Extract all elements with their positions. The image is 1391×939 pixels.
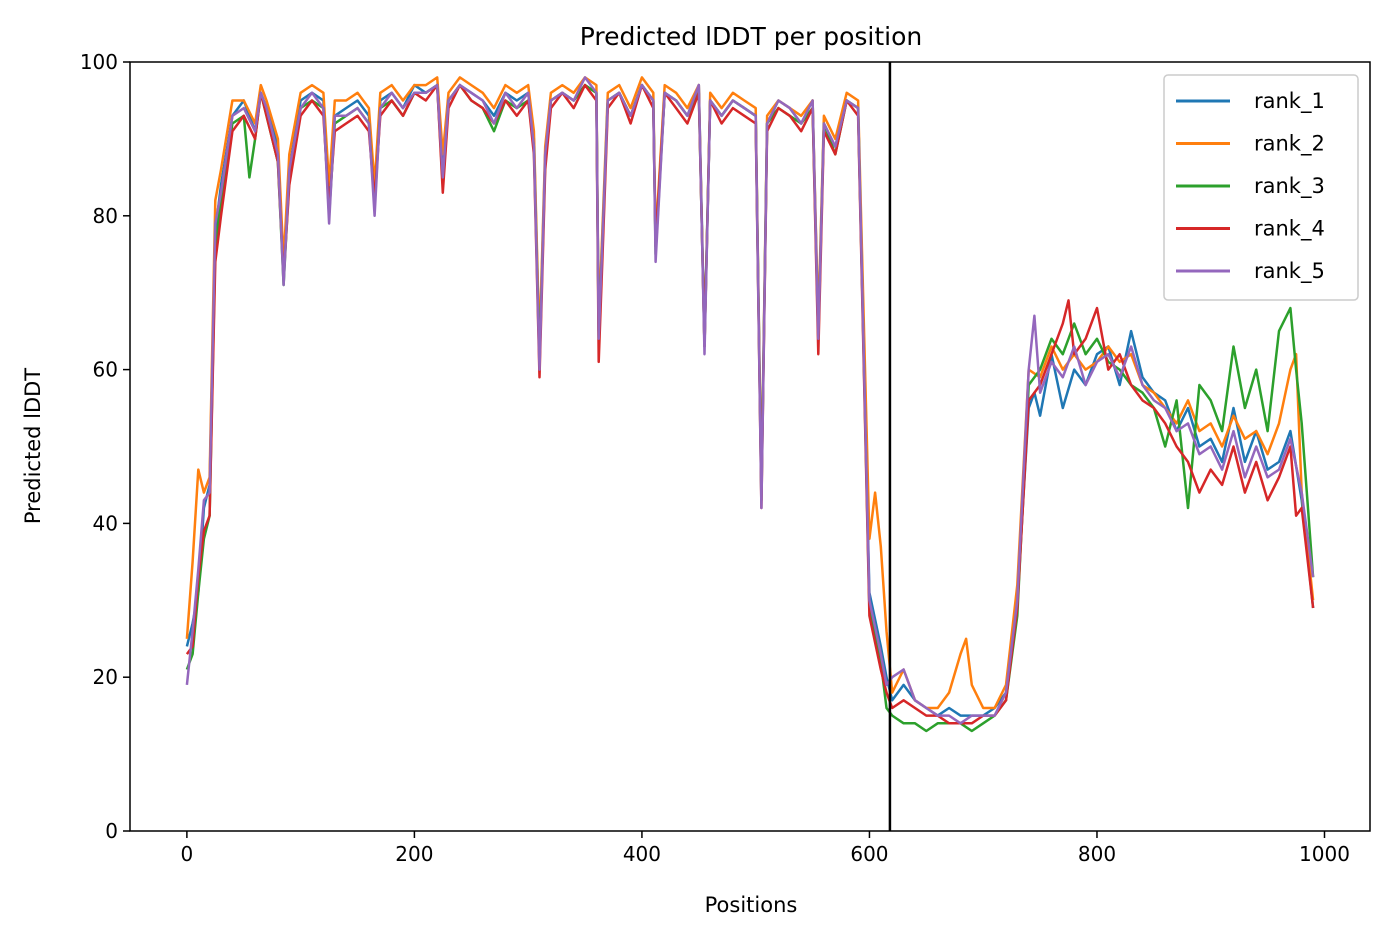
legend-label-rank-2: rank_2 [1254,132,1325,157]
y-tick-label: 20 [93,665,118,689]
y-tick-label: 60 [93,358,118,382]
plot-frame [129,61,1371,832]
series-line-rank-2 [185,76,1315,710]
series-line-rank-4 [185,83,1315,725]
y-tick-label: 80 [93,204,118,228]
x-axis-label: Positions [705,893,798,917]
y-axis: 0 20 40 60 80 100 [80,50,130,843]
legend-label-rank-4: rank_4 [1254,217,1325,242]
x-axis: 0 200 400 600 800 1000 [181,831,1350,866]
x-tick-label: 0 [181,842,194,866]
x-tick-label: 600 [850,842,888,866]
plot-lines [185,76,1315,733]
x-tick-label: 800 [1078,842,1116,866]
y-tick-label: 40 [93,511,118,535]
legend-label-rank-3: rank_3 [1254,174,1325,199]
chart-title: Predicted lDDT per position [580,22,922,51]
legend-label-rank-1: rank_1 [1254,89,1325,114]
y-tick-label: 100 [80,50,118,74]
series-line-rank-5 [185,76,1315,725]
x-tick-label: 1000 [1299,842,1350,866]
legend-label-rank-5: rank_5 [1254,259,1325,284]
series-line-rank-3 [185,83,1315,733]
x-tick-label: 400 [623,842,661,866]
legend-box [1163,74,1359,301]
y-axis-label: Predicted lDDT [21,368,45,524]
y-tick-label: 0 [105,819,118,843]
legend: rank_1 rank_2 rank_3 rank_4 rank_5 [1163,74,1359,301]
x-tick-label: 200 [395,842,433,866]
